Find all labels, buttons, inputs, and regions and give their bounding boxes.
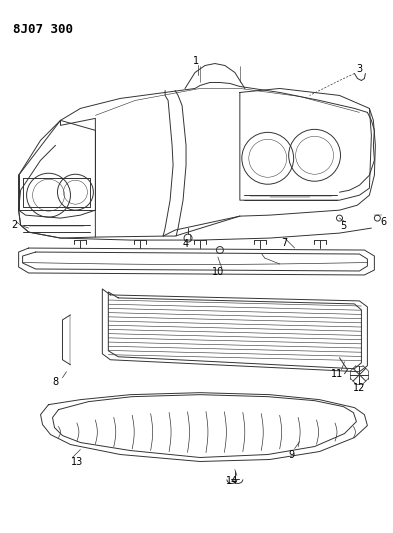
Text: 12: 12 (353, 383, 365, 393)
Text: 1: 1 (193, 55, 199, 66)
Text: 8: 8 (52, 377, 59, 387)
Text: 4: 4 (183, 239, 189, 249)
Text: 8J07 300: 8J07 300 (13, 22, 73, 36)
Text: 2: 2 (11, 220, 18, 230)
Text: 3: 3 (356, 63, 362, 74)
Text: 5: 5 (340, 221, 347, 231)
Text: 11: 11 (331, 369, 343, 379)
Text: 14: 14 (226, 477, 238, 487)
Text: 13: 13 (71, 457, 84, 467)
Text: 9: 9 (288, 449, 295, 459)
Text: 6: 6 (380, 217, 386, 227)
Text: 7: 7 (281, 238, 288, 248)
Text: 10: 10 (212, 267, 224, 277)
